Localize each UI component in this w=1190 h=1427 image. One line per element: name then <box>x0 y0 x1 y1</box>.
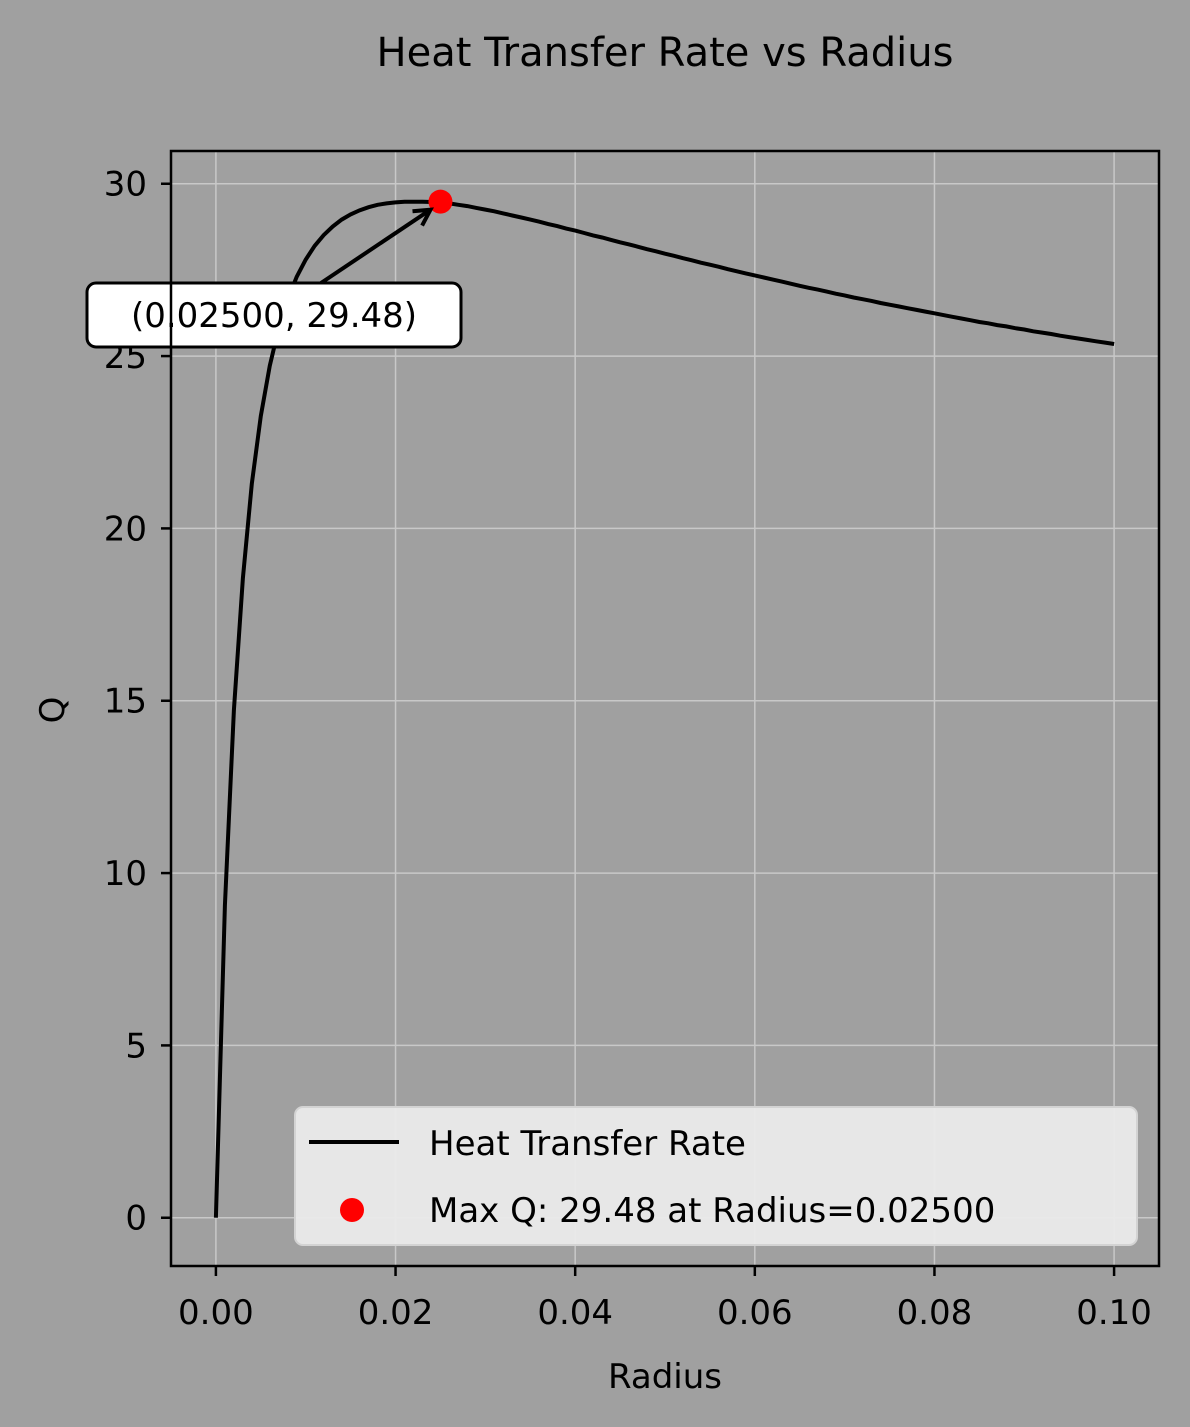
grid-lines <box>171 151 1159 1266</box>
annotation-arrowhead <box>412 207 434 227</box>
legend-entry-point: Max Q: 29.48 at Radius=0.02500 <box>429 1191 995 1231</box>
max-q-point <box>428 189 453 214</box>
y-tick-label: 20 <box>104 509 147 549</box>
chart-title: Heat Transfer Rate vs Radius <box>377 30 954 76</box>
x-tick-label: 0.02 <box>358 1293 434 1333</box>
x-tick-label: 0.00 <box>178 1293 254 1333</box>
heat-transfer-rate-line <box>213 199 1115 1218</box>
x-tick-label: 0.10 <box>1076 1293 1152 1333</box>
legend-entry-line: Heat Transfer Rate <box>429 1124 746 1164</box>
y-tick-label: 30 <box>104 165 147 205</box>
x-tick-label: 0.04 <box>537 1293 613 1333</box>
legend-box <box>294 1106 1138 1246</box>
annotation-text: (0.02500, 29.48) <box>131 296 417 336</box>
x-axis-label: Radius <box>608 1357 722 1397</box>
annotation-box <box>85 281 463 349</box>
legend: Heat Transfer Rate Max Q: 29.48 at Radiu… <box>294 1106 1138 1246</box>
x-axis-ticks: 0.00 0.02 0.04 0.06 0.08 0.10 <box>178 1266 1152 1333</box>
y-tick-label: 0 <box>125 1199 147 1239</box>
y-tick-label: 10 <box>104 854 147 894</box>
y-axis-label: Q <box>33 697 73 724</box>
y-tick-label: 15 <box>104 682 147 722</box>
x-tick-label: 0.06 <box>717 1293 793 1333</box>
plot-frame <box>169 149 1161 1268</box>
x-tick-label: 0.08 <box>897 1293 973 1333</box>
max-annotation: (0.02500, 29.48) <box>85 207 463 349</box>
annotation-arrow <box>319 208 432 285</box>
y-tick-label: 5 <box>125 1026 147 1066</box>
legend-point-swatch <box>340 1198 364 1222</box>
